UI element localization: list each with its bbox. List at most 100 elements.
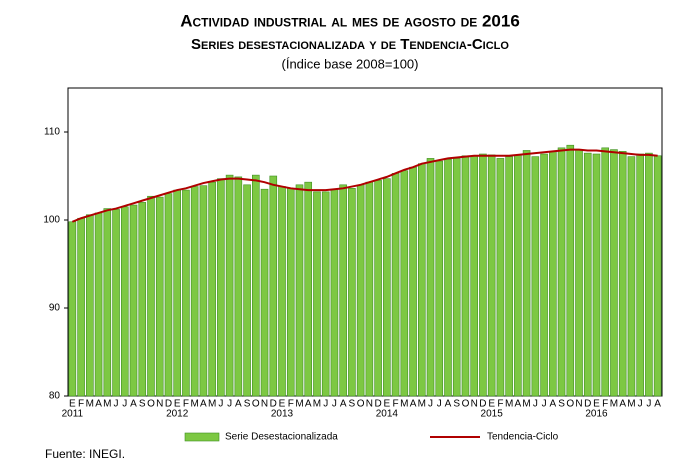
bar [583, 152, 592, 397]
x-tick-label: S [453, 399, 460, 410]
x-tick-label: M [295, 399, 303, 410]
year-label: 2012 [166, 409, 189, 420]
x-tick-label: J [437, 399, 442, 410]
y-tick-label: 80 [49, 391, 61, 402]
x-tick-label: A [654, 399, 661, 410]
x-tick-label: A [445, 399, 452, 410]
bar [400, 170, 409, 397]
bar [278, 186, 286, 397]
x-tick-label: A [95, 399, 102, 410]
x-tick-label: E [488, 399, 495, 410]
x-tick-label: M [522, 399, 530, 410]
x-tick-label: N [471, 399, 478, 410]
x-tick-label: M [400, 399, 408, 410]
x-tick-label: N [156, 399, 163, 410]
x-tick-label: M [505, 399, 513, 410]
trend-line [71, 148, 658, 223]
bar [112, 209, 120, 397]
bar [522, 150, 531, 397]
x-tick-label: E [279, 399, 286, 410]
bar [321, 191, 330, 397]
x-tick-label: N [575, 399, 582, 410]
bar [610, 149, 618, 397]
bar [409, 166, 417, 397]
x-tick-label: J [332, 399, 337, 410]
bar [94, 212, 103, 397]
bar [339, 184, 347, 397]
x-tick-label: M [103, 399, 111, 410]
legend-swatch [184, 432, 220, 442]
x-tick-label: M [86, 399, 94, 410]
bar [505, 156, 513, 397]
bar [313, 191, 321, 397]
x-tick-label: F [602, 399, 608, 410]
bar [147, 195, 155, 397]
x-tick-label: M [313, 399, 321, 410]
x-tick-label: N [366, 399, 373, 410]
x-tick-label: S [558, 399, 565, 410]
legend-label: Serie Desestacionalizada [225, 432, 338, 443]
bar [592, 153, 601, 397]
bar [636, 153, 644, 397]
chart-title: Actividad industrial al mes de agosto de… [180, 11, 520, 30]
bar [653, 155, 662, 397]
bar [487, 154, 496, 397]
x-tick-label: J [533, 399, 538, 410]
x-tick-label: J [323, 399, 328, 410]
x-tick-label: J [646, 399, 651, 410]
x-tick-label: D [584, 399, 591, 410]
bar [557, 147, 566, 397]
bar [444, 158, 452, 397]
bar [383, 178, 391, 397]
bar [452, 158, 461, 397]
x-tick-label: A [130, 399, 137, 410]
bar [417, 163, 426, 397]
legend-label: Tendencia-Ciclo [487, 432, 559, 443]
bar [225, 174, 234, 397]
bar [426, 158, 435, 397]
bar [601, 147, 610, 397]
bar [304, 181, 313, 397]
x-tick-label: J [542, 399, 547, 410]
x-tick-label: A [410, 399, 417, 410]
plot-frame [67, 87, 663, 397]
bar [260, 188, 269, 397]
x-tick-label: F [183, 399, 189, 410]
x-tick-label: J [218, 399, 223, 410]
bar [540, 153, 548, 397]
x-tick-label: O [462, 399, 470, 410]
x-tick-label: S [244, 399, 251, 410]
x-tick-label: E [174, 399, 181, 410]
bar [330, 188, 339, 397]
x-tick-label: S [139, 399, 146, 410]
bar [627, 156, 636, 397]
y-tick-label: 110 [44, 127, 60, 138]
x-tick-label: N [261, 399, 268, 410]
bar [365, 181, 374, 397]
bar [575, 149, 583, 397]
bar [618, 151, 627, 397]
chart-subtitle: Series desestacionalizada y de Tendencia… [191, 36, 509, 53]
x-tick-label: D [479, 399, 486, 410]
bar [77, 217, 85, 397]
x-tick-label: E [69, 399, 76, 410]
bar [103, 208, 112, 397]
year-label: 2011 [62, 409, 84, 420]
x-tick-label: O [566, 399, 574, 410]
bar [68, 221, 77, 397]
x-tick-label: A [515, 399, 522, 410]
bar [129, 204, 138, 397]
source: Fuente: INEGI. [45, 447, 125, 461]
bar [435, 160, 444, 397]
bar [348, 188, 356, 397]
x-tick-label: D [165, 399, 172, 410]
bar [217, 178, 225, 397]
x-tick-label: M [418, 399, 426, 410]
x-tick-label: J [227, 399, 232, 410]
x-tick-label: F [78, 399, 84, 410]
bar [374, 180, 382, 397]
bar [243, 184, 251, 397]
bar [252, 174, 260, 397]
x-tick-label: M [610, 399, 618, 410]
bar [286, 188, 295, 397]
